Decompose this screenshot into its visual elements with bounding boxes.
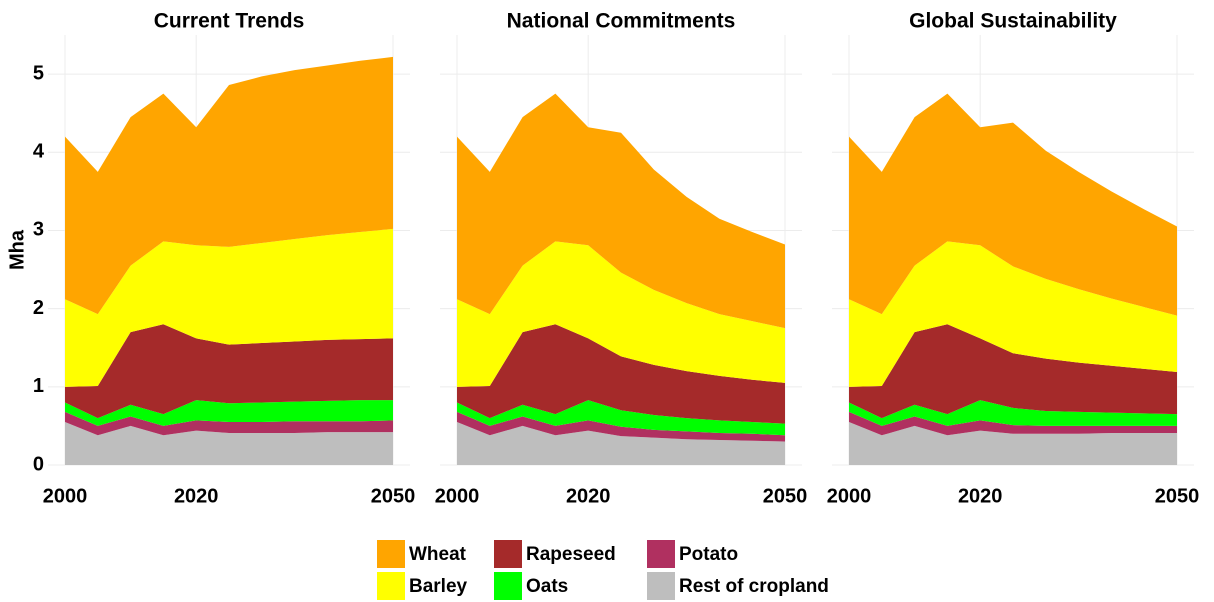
area [849, 411, 1177, 436]
panel-title: National Commitments [507, 10, 736, 33]
legend-swatch [494, 572, 522, 600]
legend-swatch [647, 572, 675, 600]
x-tick-label: 2020 [566, 485, 611, 507]
area [849, 422, 1177, 465]
area [849, 400, 1177, 426]
area [65, 400, 393, 426]
x-tick-label: 2000 [43, 485, 88, 507]
legend-label: Rest of cropland [679, 576, 829, 597]
area [849, 324, 1177, 419]
x-tick-label: 2050 [1155, 485, 1200, 507]
panel-title: Global Sustainability [909, 10, 1117, 33]
area [849, 241, 1177, 387]
legend-swatch [494, 540, 522, 568]
y-tick-label: 0 [33, 453, 44, 475]
legend-label: Barley [409, 576, 468, 597]
y-axis-label: Mha [6, 229, 28, 270]
y-tick-label: 4 [33, 141, 45, 163]
x-tick-label: 2050 [763, 485, 808, 507]
area [65, 324, 393, 419]
x-tick-label: 2020 [174, 485, 219, 507]
area [65, 228, 393, 387]
area [457, 241, 785, 387]
legend-label: Oats [526, 576, 568, 597]
y-tick-label: 2 [33, 297, 44, 319]
x-tick-label: 2000 [435, 485, 480, 507]
area [65, 422, 393, 465]
area [849, 93, 1177, 316]
y-tick-label: 3 [33, 219, 44, 241]
area [457, 400, 785, 436]
legend-label: Potato [679, 544, 738, 565]
legend-swatch [377, 540, 405, 568]
area [65, 411, 393, 436]
x-tick-label: 2020 [958, 485, 1003, 507]
x-tick-label: 2050 [371, 485, 416, 507]
legend-label: Rapeseed [526, 544, 616, 565]
legend-swatch [377, 572, 405, 600]
area [457, 422, 785, 465]
panel-title: Current Trends [154, 10, 305, 33]
area [457, 324, 785, 424]
area [457, 93, 785, 329]
legend-swatch [647, 540, 675, 568]
y-tick-label: 1 [33, 375, 44, 397]
y-tick-label: 5 [33, 62, 44, 84]
legend-label: Wheat [409, 544, 467, 565]
area [65, 56, 393, 315]
x-tick-label: 2000 [827, 485, 872, 507]
